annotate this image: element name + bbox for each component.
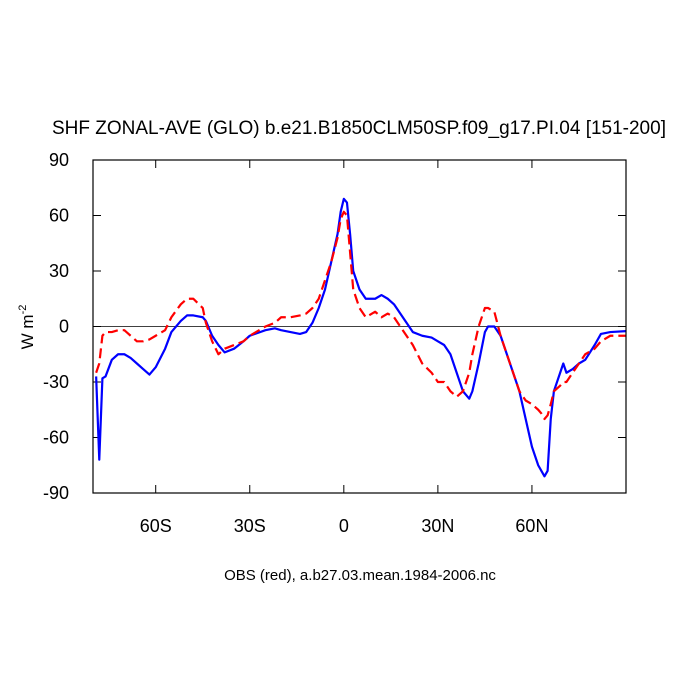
data-line [95,210,626,421]
x-tick-label: 30N [421,516,454,536]
y-tick-label: 90 [49,150,69,170]
y-tick-label: -60 [43,428,69,448]
y-tick-label: 0 [59,317,69,337]
footer-note: OBS (red), a.b27.03.mean.1984-2006.nc [224,567,496,584]
y-tick-label: -90 [43,483,69,503]
y-tick-label: 60 [49,206,69,226]
plot-frame [92,159,627,494]
x-tick-label: 0 [339,516,349,536]
y-tick-label: -30 [43,372,69,392]
y-tick-label: 30 [49,261,69,281]
y-label-superscript: -2 [17,305,29,315]
data-line [95,197,627,478]
x-tick-label: 30S [234,516,266,536]
x-tick-label: 60N [515,516,548,536]
y-axis-label: W m-2 [17,305,37,350]
y-label-text: W m [18,314,37,349]
chart-title: SHF ZONAL-AVE (GLO) b.e21.B1850CLM50SP.f… [52,118,666,139]
x-tick-label: 60S [140,516,172,536]
